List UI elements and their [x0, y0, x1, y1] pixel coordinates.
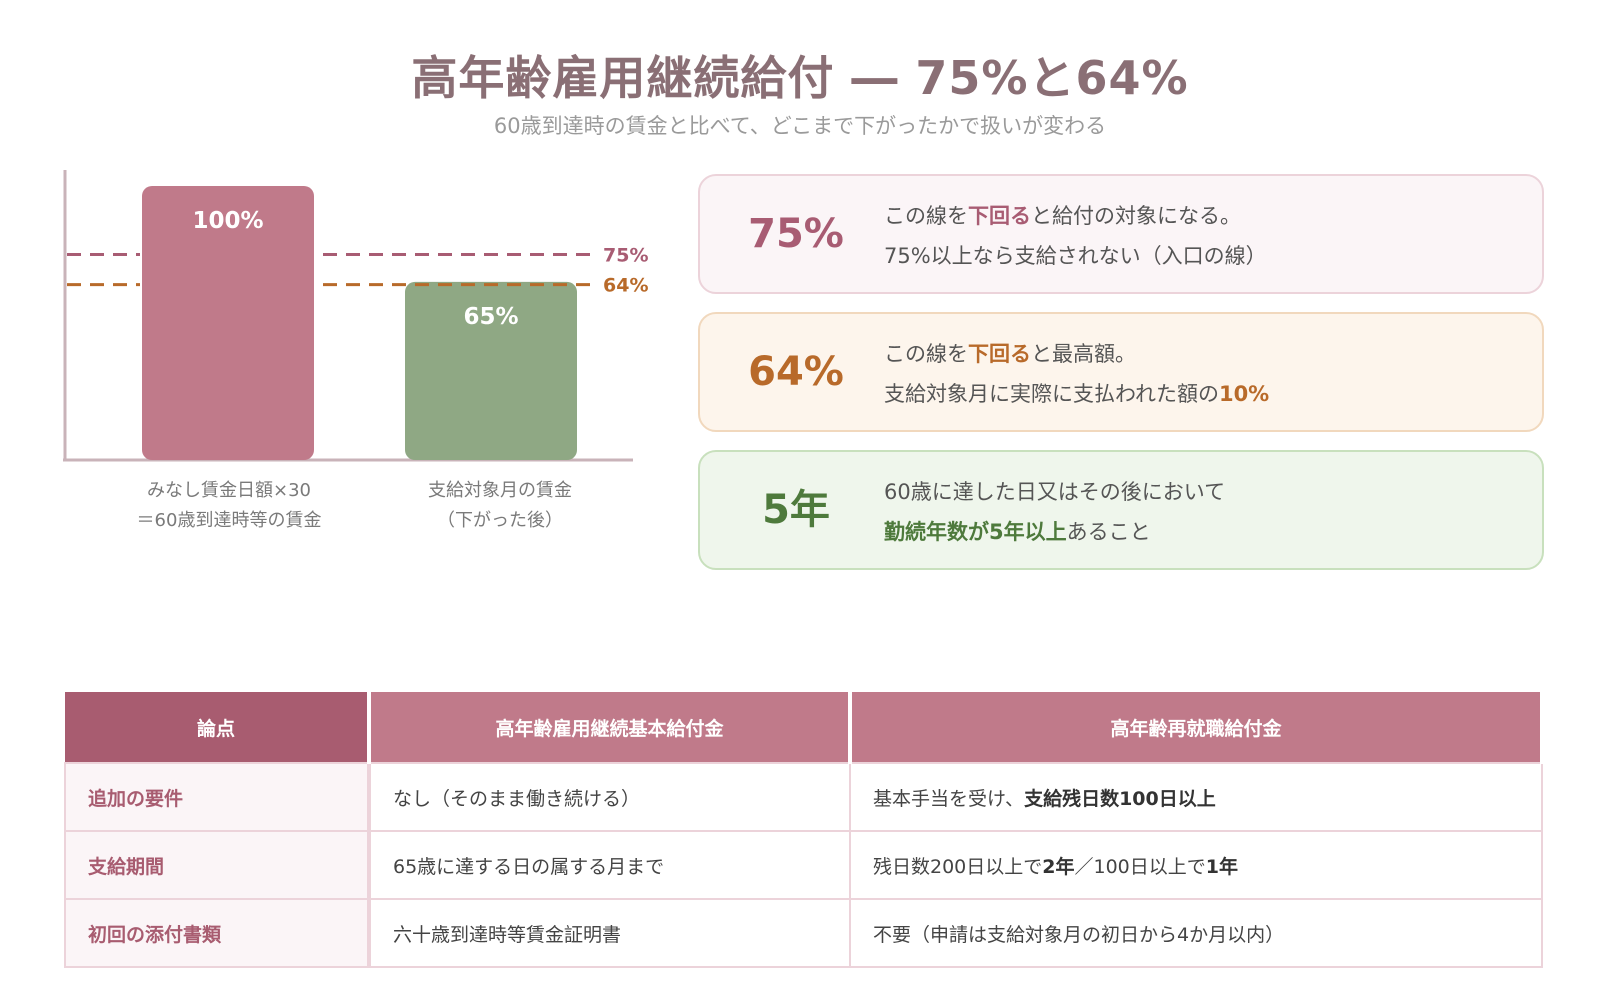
bar-1: [405, 281, 577, 460]
category-label-0-line2: ＝60歳到達時等の賃金: [136, 510, 322, 531]
card-75-value: 75%: [748, 211, 844, 257]
card-64-line2-text: 支給対象月に実際に支払われた額の: [884, 382, 1219, 406]
table-row: 追加の要件 なし（そのまま働き続ける） 基本手当を受け、支給残日数100日以上: [64, 762, 1543, 832]
ref-label-1: 64%: [603, 275, 648, 297]
cell-text: 基本手当を受け、: [873, 787, 1025, 810]
category-label-1-line2: （下がった後）: [437, 510, 563, 531]
row-reemployment-cell: 残日数200日以上で2年／100日以上で1年: [849, 830, 1543, 900]
cell-emphasis: 支給残日数100日以上: [1024, 787, 1216, 810]
card-75-line2: 75%以上なら支給されない（入口の線）: [884, 240, 1267, 270]
row-reemployment-cell: 不要（申請は支給対象月の初日から4か月以内）: [849, 898, 1543, 968]
bar-0: [142, 186, 314, 460]
card-64-line2-emphasis: 10%: [1218, 382, 1270, 406]
comparison-table: 論点 高年齢雇用継続基本給付金 高年齢再就職給付金 追加の要件 なし（そのまま働…: [64, 692, 1544, 968]
wage-bar-chart: 100% 65% 75% 64%: [63, 170, 648, 462]
card-75-line1: この線を下回ると給付の対象になる。: [884, 200, 1241, 230]
card-75-line1-emphasis: 下回る: [968, 204, 1031, 228]
cell-text: 不要（申請は支給対象月の初日から4か月以内）: [873, 923, 1285, 946]
card-5y-line1: 60歳に達した日又はその後において: [884, 476, 1225, 506]
row-basic-cell: 六十歳到達時等賃金証明書: [368, 898, 851, 968]
card-64-line2: 支給対象月に実際に支払われた額の10%: [884, 378, 1269, 408]
row-key: 初回の添付書類: [64, 898, 371, 968]
cell-emphasis: 2年: [1042, 855, 1075, 878]
category-label-1-line1: 支給対象月の賃金: [428, 480, 572, 501]
header-basic-benefit: 高年齢雇用継続基本給付金: [369, 692, 852, 763]
card-75-line2-text: 75%以上なら支給されない（入口の線）: [884, 244, 1267, 268]
card-75-line1-tail: と給付の対象になる。: [1031, 204, 1241, 228]
card-64-percent: 64% この線を下回ると最高額。 支給対象月に実際に支払われた額の10%: [698, 312, 1544, 432]
card-64-value: 64%: [748, 349, 844, 395]
card-5-years: 5年 60歳に達した日又はその後において 勤続年数が5年以上あること: [698, 450, 1544, 570]
card-64-line1-emphasis: 下回る: [968, 342, 1031, 366]
page-title: 高年齢雇用継続給付 ― 75%と64%: [411, 51, 1189, 105]
header-reemployment-benefit: 高年齢再就職給付金: [850, 692, 1544, 763]
bar-label-1: 65%: [463, 304, 518, 330]
table-row: 支給期間 65歳に達する日の属する月まで 残日数200日以上で2年／100日以上…: [64, 830, 1543, 900]
card-75-percent: 75% この線を下回ると給付の対象になる。 75%以上なら支給されない（入口の線…: [698, 174, 1544, 294]
cell-text-mid: ／100日以上で: [1074, 855, 1206, 878]
page-subtitle: 60歳到達時の賃金と比べて、どこまで下がったかで扱いが変わる: [493, 114, 1107, 138]
category-label-1: 支給対象月の賃金 （下がった後）: [360, 476, 640, 536]
table-header-row: 論点 高年齢雇用継続基本給付金 高年齢再就職給付金: [65, 692, 1544, 763]
header-issue: 論点: [65, 692, 371, 763]
card-5y-value: 5年: [762, 487, 830, 533]
card-5y-line2-emphasis: 勤続年数が5年以上: [884, 520, 1067, 544]
row-basic-cell: 65歳に達する日の属する月まで: [368, 830, 851, 900]
bar-label-0: 100%: [192, 208, 263, 234]
row-key: 支給期間: [64, 830, 371, 900]
category-label-0: みなし賃金日額×30 ＝60歳到達時等の賃金: [89, 476, 369, 536]
cell-text: 残日数200日以上で: [873, 855, 1043, 878]
category-label-0-line1: みなし賃金日額×30: [147, 480, 311, 501]
card-5y-line2: 勤続年数が5年以上あること: [884, 516, 1151, 546]
card-64-line1-tail: と最高額。: [1031, 342, 1136, 366]
card-5y-line1-text: 60歳に達した日又はその後において: [884, 480, 1226, 504]
card-75-line1-text: この線を: [884, 204, 968, 228]
cell-emphasis-2: 1年: [1205, 855, 1238, 878]
card-5y-line2-tail: あること: [1066, 520, 1151, 544]
ref-label-0: 75%: [603, 245, 648, 267]
table-row: 初回の添付書類 六十歳到達時等賃金証明書 不要（申請は支給対象月の初日から4か月…: [64, 898, 1543, 968]
row-reemployment-cell: 基本手当を受け、支給残日数100日以上: [849, 762, 1543, 832]
row-basic-cell: なし（そのまま働き続ける）: [368, 762, 851, 832]
card-64-line1: この線を下回ると最高額。: [884, 338, 1136, 368]
card-64-line1-text: この線を: [884, 342, 968, 366]
row-key: 追加の要件: [64, 762, 371, 832]
